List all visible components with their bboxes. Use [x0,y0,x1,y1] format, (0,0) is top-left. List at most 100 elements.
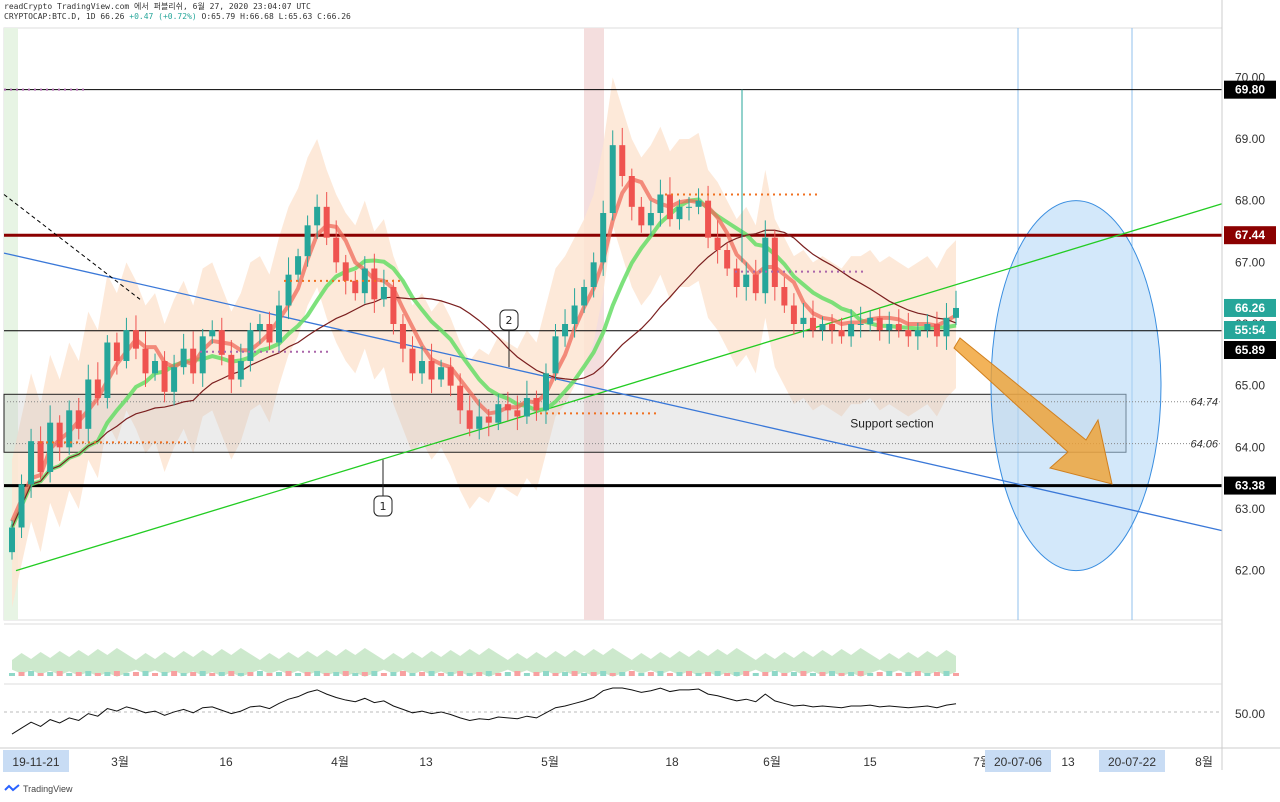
price-tag: 65.89 [1224,341,1276,359]
candle [953,290,959,326]
x-tick: 4월 [331,755,349,769]
indicator-bar [266,673,273,676]
y-tick: 63.00 [1235,502,1265,516]
indicator-bar [18,672,25,676]
y-tick: 64.00 [1235,440,1265,454]
svg-text:2: 2 [506,314,513,327]
indicator-bar [714,671,721,676]
price-tag: 67.44 [1224,226,1276,245]
indicator-bar [199,671,206,676]
indicator-bar [628,671,635,676]
indicator-bar [848,672,855,676]
candle [809,300,816,338]
indicator-bar [275,672,282,676]
indicator-cloud [12,648,956,677]
candle [666,177,673,227]
candle [790,293,797,335]
indicator-bar [762,672,769,676]
indicator-bar [256,671,263,676]
x-tick: 18 [665,755,679,769]
indicator-bar [476,672,483,676]
candle [590,252,597,298]
indicator-bar [342,671,349,676]
candle [857,306,864,338]
indicator-bar [514,671,521,676]
indicator-bar [647,672,654,676]
candle [352,270,359,301]
indicator-bar [876,672,883,676]
candle [695,188,702,215]
candle [781,277,788,313]
indicator-bar [428,671,435,676]
candle [600,200,607,276]
indicator-bar [466,673,473,676]
indicator-bar [390,672,397,676]
svg-text:55:54: 55:54 [1235,323,1266,337]
candle [933,311,940,347]
candle [552,324,559,381]
x-tick: 6월 [763,755,781,769]
indicator-bar [533,672,540,676]
candle [800,303,807,338]
indicator-bar [686,671,693,676]
indicator-bar [94,673,101,676]
svg-text:67.44: 67.44 [1235,228,1265,242]
candle [905,312,912,347]
candle [771,230,778,301]
y-tick: 69.00 [1235,132,1265,146]
x-tick: 3월 [111,755,129,769]
candle [819,316,826,341]
price-note: 64.74 [1190,397,1218,409]
indicator-bar [113,671,120,676]
publish-line: readCrypto TradingView.com 에서 퍼블리쉬, 6월 2… [4,2,311,11]
candle [323,192,330,246]
x-tick: 16 [219,755,233,769]
svg-text:1: 1 [380,500,387,513]
callout-1: 1 [373,459,393,517]
candle [285,257,292,320]
candle [476,399,483,440]
candle [199,328,206,387]
indicator-bar [867,673,874,676]
candle [523,380,530,424]
candle [495,394,502,431]
indicator-bar [638,673,645,676]
candle [56,415,63,461]
candle [314,194,321,239]
svg-text:65.89: 65.89 [1235,343,1265,357]
candle [237,343,244,387]
candle [142,331,149,387]
candle [914,322,921,350]
descending-trendline [3,252,1223,532]
candle [18,474,25,538]
indicator-bar [829,671,836,676]
candle [457,373,464,424]
candle [657,179,664,227]
indicator-bar [371,671,378,676]
indicator-bar [857,671,864,676]
indicator-bar [190,672,197,676]
indicator-bar [733,672,740,676]
indicator-bar [352,673,359,676]
candle [829,314,836,344]
candle [390,279,397,335]
indicator-bar [66,673,73,676]
symbol-line: CRYPTOCAP:BTC.D, 1D 66.26 +0.47 (+0.72%)… [4,12,351,22]
candle [562,309,569,347]
x-tick-box [985,750,1051,772]
candle [609,130,616,221]
indicator-bar [914,671,921,676]
candle [152,353,159,381]
x-tick: 19-11-21 [12,755,59,769]
indicator-bar [142,671,149,676]
indicator-bar [180,673,187,676]
indicator-bar [752,673,759,676]
candle [256,314,263,344]
indicator-bar [228,671,235,676]
indicator-bar [161,672,168,676]
candle [838,317,845,344]
candle [28,428,35,498]
indicator-bar [295,673,302,676]
indicator-bar [800,671,807,676]
